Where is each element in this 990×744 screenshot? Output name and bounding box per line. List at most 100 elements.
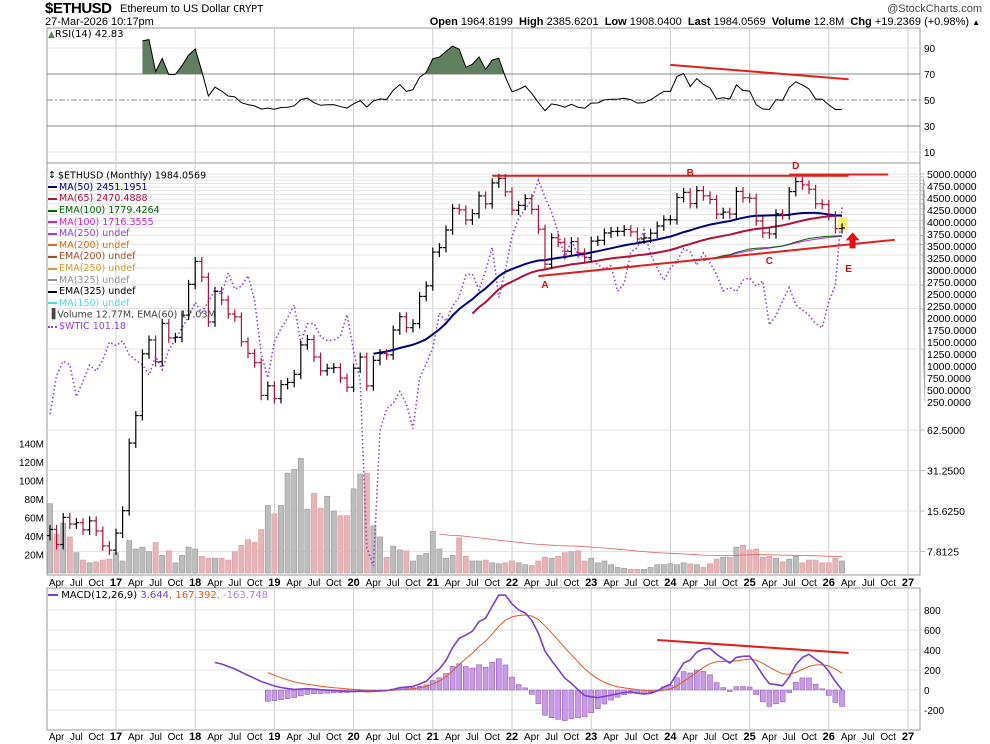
x-tick-label: Apr	[603, 578, 619, 589]
x-tick-label: Oct	[801, 578, 817, 589]
macd-x-tick-label: Jul	[387, 732, 400, 743]
price-axis-leader	[920, 284, 926, 378]
volume-bar	[548, 557, 555, 574]
macd-x-tick-label: Jul	[466, 732, 479, 743]
price-bar	[773, 209, 779, 239]
volume-bar	[614, 567, 621, 574]
volume-bar	[429, 531, 436, 574]
x-tick-label: 17	[110, 577, 122, 589]
price-bar	[291, 369, 298, 388]
macd-swatch-icon	[48, 594, 58, 596]
price-bar	[284, 377, 291, 390]
price-bar	[383, 349, 390, 360]
price-bar	[238, 312, 245, 347]
price-bar	[198, 256, 205, 283]
volume-axis-label: 80M	[25, 495, 44, 506]
support-trendline	[538, 238, 895, 278]
macd-x-tick-label: Oct	[880, 732, 896, 743]
volume-axis-label: 60M	[25, 514, 44, 525]
volume-bar	[317, 507, 324, 574]
legend-text: EMA(100) 1779.4264	[59, 205, 160, 217]
x-tick-label: Apr	[128, 578, 144, 589]
macd-histogram-bar	[548, 689, 555, 719]
price-bar	[258, 358, 265, 401]
macd-histogram-bar	[799, 677, 806, 691]
volume-bar	[561, 552, 568, 574]
macd-x-tick-label: Jul	[149, 732, 162, 743]
rsi-legend: ▲RSI(14) 42.83	[48, 29, 124, 40]
price-bar	[654, 221, 661, 239]
price-bar	[608, 226, 614, 238]
macd-legend: MACD(12,26,9) 3.644, 167.392, -163.748	[48, 590, 268, 601]
histogram-value: -163.748	[223, 590, 269, 601]
line-swatch-icon	[48, 267, 57, 270]
price-bar	[60, 512, 67, 550]
macd-axis-label: -200	[924, 706, 944, 717]
volume-bar	[165, 550, 172, 574]
macd-x-tick-label: 22	[506, 731, 518, 743]
line-swatch-icon	[48, 302, 57, 305]
volume-bar	[126, 540, 133, 574]
low-value: 1908.0400	[629, 16, 682, 28]
price-bar	[106, 541, 113, 555]
price-bar	[469, 209, 476, 225]
price-bar	[740, 186, 746, 203]
price-axis-label: 3500.0000	[927, 241, 977, 253]
macd-x-tick-label: Oct	[326, 732, 342, 743]
rsi-line	[142, 38, 843, 112]
price-bar	[720, 207, 727, 220]
legend-text: Volume 12.77M, EMA(60) 17.03M	[57, 309, 216, 321]
macd-value: 3.644	[140, 590, 169, 601]
price-bar	[146, 335, 152, 359]
volume-bar	[542, 556, 548, 574]
open-value: 1964.8199	[460, 16, 513, 28]
ohlc-summary: Open 1964.8199 High 2385.6201 Low 1908.0…	[430, 16, 980, 28]
red-up-arrow-icon	[845, 232, 860, 249]
x-tick-label: Oct	[484, 578, 500, 589]
line-swatch-icon	[48, 197, 57, 200]
panel-frame-1	[46, 162, 921, 576]
macd-histogram-bar	[284, 689, 291, 699]
macd-axis-label: 200	[924, 666, 941, 677]
price-bar	[225, 295, 232, 319]
macd-histogram-bar	[522, 687, 528, 691]
price-axis-label: 15.6250	[927, 506, 965, 518]
macd-histogram-bar	[713, 682, 720, 691]
volume-bar	[799, 562, 806, 574]
volume-axis-label: 100M	[19, 477, 44, 488]
price-bar	[594, 235, 601, 246]
macd-histogram-bar	[687, 672, 693, 691]
annotation-label-e: E	[845, 264, 852, 275]
price-axis-label: 1250.0000	[927, 349, 977, 361]
macd-x-tick-label: Apr	[207, 732, 223, 743]
x-tick-label: Jul	[149, 578, 162, 589]
chart-datetime: 27-Mar-2026 10:17pm	[45, 16, 154, 28]
price-bar	[330, 363, 337, 374]
volume-bar	[390, 545, 397, 574]
macd-legend-name: MACD(12,26,9)	[61, 590, 138, 601]
price-bar	[245, 337, 251, 359]
volume-bar	[449, 555, 456, 574]
legend-text: MA(50) 2451.1951	[59, 181, 148, 193]
price-bar	[687, 187, 694, 209]
rsi-axis-label: 90	[924, 44, 936, 55]
legend-item: MA(100) 1716.3555	[48, 217, 216, 229]
volume-bar	[502, 562, 509, 574]
rsi-axis-label: 30	[924, 122, 936, 133]
price-bar	[443, 225, 449, 253]
macd-histogram-bar	[265, 689, 271, 702]
legend-item: MA(250) undef	[48, 228, 216, 240]
volume-bar	[357, 473, 364, 574]
volume-bar	[786, 558, 793, 574]
volume-bar	[660, 564, 667, 574]
volume-bar	[594, 562, 601, 574]
price-bar	[641, 233, 647, 244]
wtic-dotted-line	[49, 177, 843, 567]
price-bar	[403, 312, 410, 333]
x-tick-label: Apr	[49, 578, 65, 589]
macd-histogram-bar	[476, 664, 482, 691]
x-tick-label: Oct	[643, 578, 659, 589]
price-bar	[799, 177, 806, 190]
rsi-mountain-icon: ▲	[48, 30, 55, 40]
